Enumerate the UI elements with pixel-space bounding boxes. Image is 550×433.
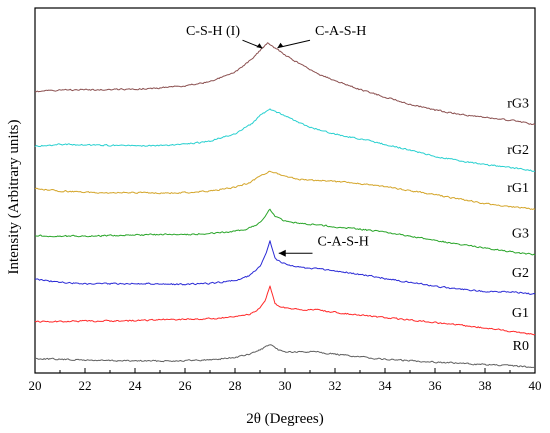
series-label-g3: G3 — [512, 227, 529, 242]
series-label-rg3: rG3 — [507, 96, 529, 111]
x-tick-label-26: 26 — [179, 378, 193, 393]
annotation-group: C-S-H (I) C-A-S-H C-A-S-H — [186, 24, 369, 257]
series-label-rg1: rG1 — [507, 181, 529, 196]
x-tick-label-34: 34 — [379, 378, 393, 393]
annotation-label-3: C-A-S-H — [318, 234, 369, 249]
x-tick-label-22: 22 — [79, 378, 92, 393]
series-label-g2: G2 — [512, 266, 529, 281]
series-line-g3 — [34, 208, 536, 256]
series-group: R0 G1 G2 G3 rG1 rG2 rG3 — [34, 42, 536, 368]
series-line-rg1 — [34, 170, 536, 210]
x-axis-title: 2θ (Degrees) — [246, 411, 324, 427]
x-tick-label-28: 28 — [229, 378, 242, 393]
x-tick-label-32: 32 — [329, 378, 342, 393]
series-label-g1: G1 — [512, 306, 529, 321]
annotation-arrowhead-2 — [277, 42, 284, 48]
x-tick-label-36: 36 — [429, 378, 443, 393]
x-tick-label-40: 40 — [529, 378, 542, 393]
series-label-rg2: rG2 — [507, 143, 529, 158]
plot-area — [34, 7, 536, 374]
x-tick-label-30: 30 — [279, 378, 292, 393]
annotation-arrowhead-3 — [278, 249, 286, 257]
annotation-arrowhead-1 — [256, 43, 263, 49]
x-tick-label-20: 20 — [29, 378, 42, 393]
series-label-r0: R0 — [513, 339, 529, 354]
plot-frame — [34, 7, 536, 374]
x-tick-label-24: 24 — [129, 378, 143, 393]
annotation-label-2: C-A-S-H — [315, 24, 366, 39]
y-axis-title: Intensity (Arbitrary units) — [6, 120, 22, 275]
axes-group: 20 22 24 26 28 30 32 34 36 38 40 — [29, 368, 542, 393]
series-line-rg2 — [34, 108, 536, 172]
annotation-label-1: C-S-H (I) — [186, 24, 240, 39]
series-line-rg3 — [35, 42, 536, 125]
series-line-g2 — [34, 240, 536, 295]
series-line-r0 — [34, 344, 536, 368]
series-line-g1 — [34, 285, 536, 336]
x-tick-label-38: 38 — [479, 378, 492, 393]
